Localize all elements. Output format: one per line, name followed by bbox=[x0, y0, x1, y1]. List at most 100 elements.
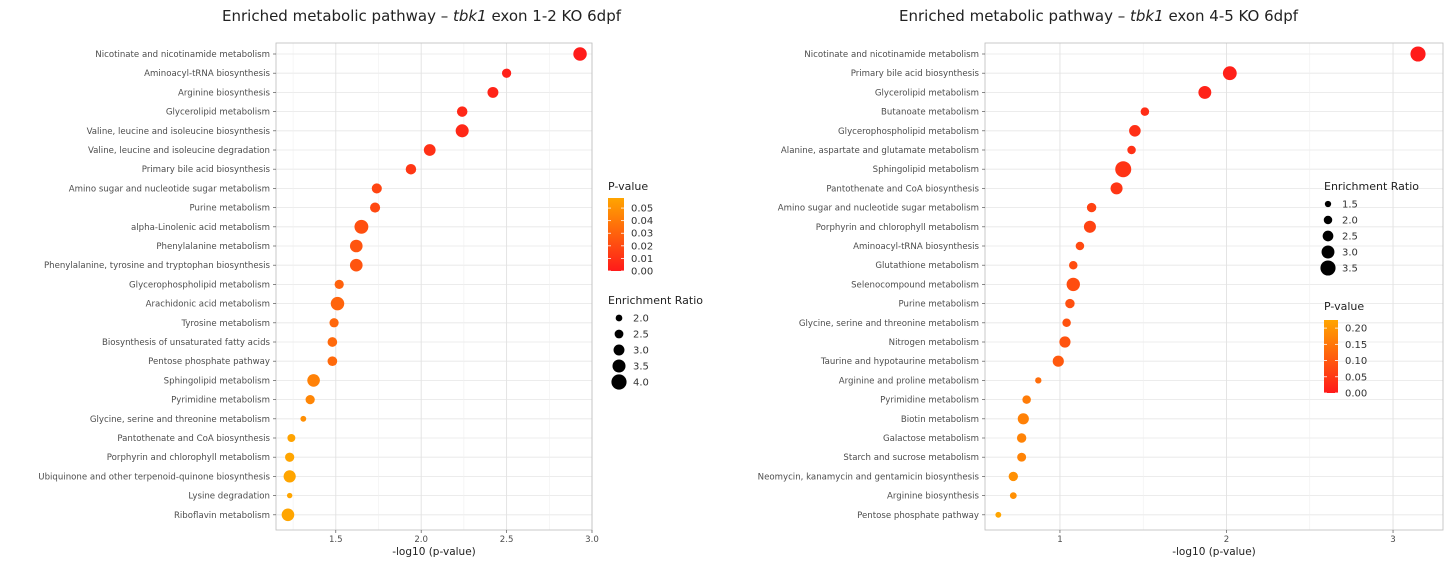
size-legend-title: Enrichment Ratio bbox=[608, 294, 703, 307]
color-legend: P-value 0.20 0.15 0.10 0.05 0.00 bbox=[1324, 300, 1367, 400]
data-point bbox=[487, 86, 499, 98]
data-point bbox=[300, 415, 307, 422]
x-axis-labels: 1.5 2.0 2.5 3.0 bbox=[329, 530, 599, 545]
x-axis-labels: 1 2 3 bbox=[1057, 530, 1396, 545]
data-point bbox=[1009, 492, 1017, 499]
y-tick-label: Amino sugar and nucleotide sugar metabol… bbox=[69, 184, 270, 194]
data-point bbox=[305, 394, 315, 405]
size-legend-dot bbox=[611, 374, 627, 390]
y-tick-label: Arginine biosynthesis bbox=[178, 88, 270, 98]
data-point bbox=[1035, 377, 1042, 384]
data-point bbox=[1059, 336, 1071, 348]
y-tick-label: Biotin metabolism bbox=[901, 415, 979, 425]
y-tick-label: Butanoate metabolism bbox=[881, 108, 979, 118]
y-tick-label: Arginine and proline metabolism bbox=[839, 376, 979, 386]
y-tick-label: Riboflavin metabolism bbox=[174, 511, 270, 521]
grid-lines bbox=[985, 43, 1443, 530]
y-axis-labels: Nicotinate and nicotinamide metabolism Am… bbox=[38, 50, 276, 521]
data-point bbox=[349, 239, 363, 253]
data-point bbox=[1066, 277, 1080, 292]
data-point bbox=[1129, 125, 1141, 137]
chart-title-prefix: Enriched metabolic pathway – bbox=[222, 7, 454, 25]
color-legend-bar bbox=[608, 198, 624, 271]
size-legend-dot bbox=[615, 314, 623, 322]
data-point bbox=[1222, 66, 1237, 81]
plot-border bbox=[275, 42, 593, 531]
y-tick-label: Tyrosine metabolism bbox=[180, 319, 270, 329]
data-points bbox=[995, 46, 1426, 518]
data-point bbox=[501, 68, 512, 78]
y-tick-label: Glycerophospholipid metabolism bbox=[838, 127, 979, 137]
color-legend-label: 0.00 bbox=[631, 267, 653, 278]
size-legend: Enrichment Ratio 1.5 2.0 2.5 3.0 3.5 bbox=[1320, 180, 1419, 276]
color-legend-label: 0.05 bbox=[631, 204, 653, 215]
color-legend-label: 0.02 bbox=[631, 241, 653, 252]
y-tick-label: Pentose phosphate pathway bbox=[857, 511, 979, 521]
chart-panel-exon-1-2: Enriched metabolic pathway – tbk1 exon 1… bbox=[38, 7, 703, 558]
chart-title-gene: tbk1 bbox=[1130, 7, 1164, 25]
y-tick-label: Amino sugar and nucleotide sugar metabol… bbox=[778, 204, 979, 214]
size-legend-label: 3.5 bbox=[633, 362, 649, 373]
data-point bbox=[1083, 220, 1096, 233]
y-tick-label: Ubiquinone and other terpenoid-quinone b… bbox=[38, 472, 270, 482]
size-legend-label: 3.5 bbox=[1342, 264, 1358, 275]
data-point bbox=[1140, 107, 1150, 116]
y-tick-label: alpha-Linolenic acid metabolism bbox=[131, 223, 270, 233]
data-point bbox=[1017, 452, 1027, 462]
data-point bbox=[285, 452, 295, 462]
data-point bbox=[1016, 433, 1027, 443]
data-point bbox=[371, 183, 382, 194]
data-point bbox=[330, 296, 345, 311]
color-legend-label: 0.04 bbox=[631, 216, 653, 227]
y-tick-label: Phenylalanine, tyrosine and tryptophan b… bbox=[44, 261, 271, 271]
y-tick-label: Arachidonic acid metabolism bbox=[146, 300, 270, 310]
y-tick-label: Valine, leucine and isoleucine degradati… bbox=[88, 146, 270, 156]
size-legend-dot bbox=[612, 359, 626, 373]
y-tick-label: Glycerolipid metabolism bbox=[166, 108, 270, 118]
data-point bbox=[349, 258, 363, 272]
y-tick-label: Biosynthesis of unsaturated fatty acids bbox=[102, 338, 271, 348]
data-point bbox=[455, 124, 469, 138]
size-legend-label: 2.5 bbox=[1342, 232, 1358, 243]
y-tick-label: Pyrimidine metabolism bbox=[171, 396, 270, 406]
data-point bbox=[1075, 241, 1085, 251]
data-point bbox=[329, 318, 339, 328]
plot-background bbox=[276, 43, 592, 530]
size-legend-label: 3.0 bbox=[1342, 248, 1358, 259]
y-tick-label: Pantothenate and CoA biosynthesis bbox=[117, 434, 270, 444]
color-legend-label: 0.00 bbox=[1345, 389, 1367, 400]
y-tick-label: Nicotinate and nicotinamide metabolism bbox=[95, 50, 270, 60]
chart-title: Enriched metabolic pathway – tbk1 exon 4… bbox=[899, 7, 1298, 25]
y-tick-label: Pantothenate and CoA biosynthesis bbox=[826, 184, 979, 194]
y-tick-label: Valine, leucine and isoleucine biosynthe… bbox=[87, 127, 271, 137]
y-tick-label: Glycerolipid metabolism bbox=[875, 88, 979, 98]
y-tick-label: Glycine, serine and threonine metabolism bbox=[799, 319, 979, 329]
color-legend-title: P-value bbox=[1324, 300, 1364, 313]
data-point bbox=[1052, 355, 1064, 367]
size-legend-dot bbox=[1322, 230, 1334, 242]
y-tick-label: Pentose phosphate pathway bbox=[148, 357, 270, 367]
data-point bbox=[1017, 413, 1029, 425]
data-point bbox=[354, 219, 369, 234]
y-tick-label: Taurine and hypotaurine metabolism bbox=[820, 357, 979, 367]
data-point bbox=[327, 356, 338, 367]
y-tick-label: Neomycin, kanamycin and gentamicin biosy… bbox=[758, 472, 980, 482]
x-axis-label: -log10 (p-value) bbox=[392, 546, 476, 558]
color-legend-title: P-value bbox=[608, 180, 648, 193]
data-point bbox=[307, 374, 320, 387]
bubble-chart-exon-4-5: Nicotinate and nicotinamide metabolism Pr… bbox=[758, 42, 1444, 558]
data-point bbox=[1110, 182, 1123, 195]
data-point bbox=[281, 508, 295, 522]
x-tick-label: 2 bbox=[1224, 535, 1229, 545]
size-legend-label: 2.0 bbox=[1342, 216, 1358, 227]
size-legend-title: Enrichment Ratio bbox=[1324, 180, 1419, 193]
size-legend-dot bbox=[1323, 215, 1333, 225]
color-legend: P-value 0.050.04 0.030.02 0.01 0.00 bbox=[608, 180, 653, 278]
data-point bbox=[1008, 471, 1019, 482]
y-tick-label: Primary bile acid biosynthesis bbox=[851, 69, 980, 79]
color-legend-label: 0.01 bbox=[631, 254, 653, 265]
color-legend-label: 0.10 bbox=[1345, 356, 1367, 367]
y-tick-label: Glycine, serine and threonine metabolism bbox=[90, 415, 270, 425]
color-legend-label: 0.15 bbox=[1345, 340, 1367, 351]
size-legend: Enrichment Ratio 2.0 2.5 3.0 3.5 4.0 bbox=[608, 294, 703, 390]
